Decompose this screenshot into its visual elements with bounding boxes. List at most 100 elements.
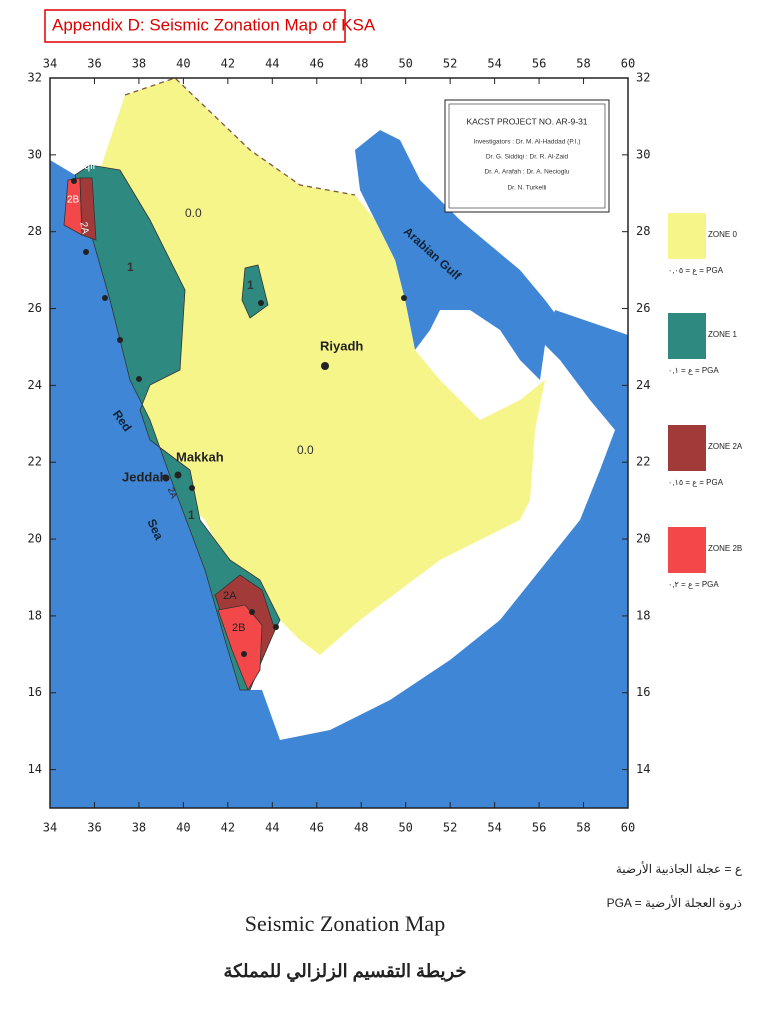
footer-subtitle: خريطة التقسيم الزلزالي للمملكة [223, 961, 466, 982]
zone-2b-south [217, 604, 263, 691]
title-box [44, 9, 346, 43]
place-label: Jeddah [122, 469, 168, 484]
x-tick-label: 52 [443, 821, 457, 835]
place-label: Makkah [176, 449, 224, 464]
x-tick-label: 48 [354, 821, 368, 835]
y-tick-label: 30 [28, 147, 42, 161]
x-tick-label: 54 [487, 821, 501, 835]
title: Appendix D: Seismic Zonation Map of KSA [52, 15, 376, 34]
note: ع = عجلة الجاذبية الأرضية [616, 861, 743, 876]
legend-swatch [668, 527, 706, 573]
y-tick-label: 18 [636, 608, 650, 622]
city-dot [117, 337, 123, 343]
x-tick-label: 44 [265, 821, 279, 835]
city-dot [249, 609, 255, 615]
city-dot [241, 651, 247, 657]
zone-label: 1 [188, 508, 195, 522]
x-tick-label: 40 [176, 821, 190, 835]
map: Haqil Riyadh Makkah Jeddah Arabian Gulf … [49, 77, 629, 809]
zone-2a-north [79, 177, 97, 241]
x-tick-label: 34 [43, 821, 57, 835]
x-tick-label: 40 [176, 57, 190, 71]
city-dot [273, 624, 279, 630]
x-tick-label: 50 [398, 821, 412, 835]
place-label: Riyadh [320, 338, 363, 353]
x-tick-label: 60 [621, 57, 635, 71]
project-box [444, 99, 610, 213]
legend-swatch [668, 425, 706, 471]
project-text: Dr. N. Turkelli [507, 185, 546, 192]
footer-title: Seismic Zonation Map [245, 911, 445, 936]
note: PGA = ذروة العجلة الأرضية [607, 895, 742, 910]
city-dot [102, 295, 108, 301]
x-tick-label: 34 [43, 57, 57, 71]
y-tick-label: 16 [636, 685, 650, 699]
legend: ZONE 0 ع = ٠,٠٥ = PGA ZONE 1 ع = ٠,١ = PGA Z… [668, 213, 743, 589]
city-dot [258, 300, 264, 306]
legend-zone: ZONE 0 [708, 230, 737, 239]
frame [49, 77, 629, 809]
project-box-inner [448, 103, 606, 209]
zone-1-area [74, 164, 281, 691]
x-tick-label: 48 [354, 57, 368, 71]
zone-label: 2B [67, 195, 80, 206]
legend-zone: ZONE 2A [708, 442, 743, 451]
x-tick-label: 36 [87, 57, 101, 71]
city-dot [321, 362, 329, 370]
project-text: Investigators : Dr. M. Al-Haddad (P.I.) [474, 139, 581, 146]
zone-label: 1 [127, 260, 134, 274]
legend-swatch [668, 313, 706, 359]
y-tick-label: 22 [28, 455, 42, 469]
x-tick-label: 46 [310, 57, 324, 71]
y-tick-label: 24 [28, 378, 42, 392]
city-dot [174, 471, 182, 479]
y-tick-label: 18 [28, 608, 42, 622]
x-tick-label: 60 [621, 821, 635, 835]
project-text: Dr. G. Siddiqi : Dr. R. Al-Zaid [486, 154, 569, 161]
y-tick-label: 20 [28, 532, 42, 546]
legend-pga: ع = ٠,٢ = PGA [668, 580, 719, 589]
legend-zone: ZONE 2B [708, 544, 742, 553]
x-tick-label: 58 [576, 821, 590, 835]
x-tick-label: 36 [87, 821, 101, 835]
x-tick-label: 56 [532, 57, 546, 71]
project-text: KACST PROJECT NO. AR-9-31 [466, 116, 587, 126]
legend-pga: ع = ٠,٠٥ = PGA [668, 266, 724, 275]
zone-label: 2A [166, 486, 179, 500]
y-tick-label: 26 [636, 301, 650, 315]
legend-zone: ZONE 1 [708, 330, 737, 339]
y-tick-label: 16 [28, 685, 42, 699]
x-tick-label: 38 [132, 821, 146, 835]
city-dot [71, 178, 77, 184]
legend-swatch [668, 213, 706, 259]
place-label: Haqil [70, 160, 95, 172]
y-tick-label: 20 [636, 532, 650, 546]
zone-label: 2B [232, 622, 245, 634]
x-tick-label: 56 [532, 821, 546, 835]
city-dot [189, 485, 195, 491]
x-tick-label: 54 [487, 57, 501, 71]
city-dot [401, 295, 407, 301]
y-tick-label: 28 [636, 224, 650, 238]
x-tick-label: 42 [221, 57, 235, 71]
y-tick-label: 28 [28, 224, 42, 238]
x-tick-label: 58 [576, 57, 590, 71]
y-tick-label: 30 [636, 147, 650, 161]
zone-label: 0.0 [185, 206, 202, 220]
zone-label: 0.0 [297, 443, 314, 457]
city-dot [136, 376, 142, 382]
city-dot [162, 474, 170, 482]
y-tick-label: 14 [636, 762, 650, 776]
x-tick-label: 52 [443, 57, 457, 71]
x-tick-label: 42 [221, 821, 235, 835]
zone-0-area [75, 78, 545, 655]
y-tick-label: 32 [636, 71, 650, 85]
y-tick-label: 22 [636, 455, 650, 469]
x-tick-label: 38 [132, 57, 146, 71]
zone-label: 1 [247, 278, 254, 292]
city-dot [83, 249, 89, 255]
x-tick-label: 46 [310, 821, 324, 835]
y-tick-label: 14 [28, 762, 42, 776]
y-tick-label: 24 [636, 378, 650, 392]
